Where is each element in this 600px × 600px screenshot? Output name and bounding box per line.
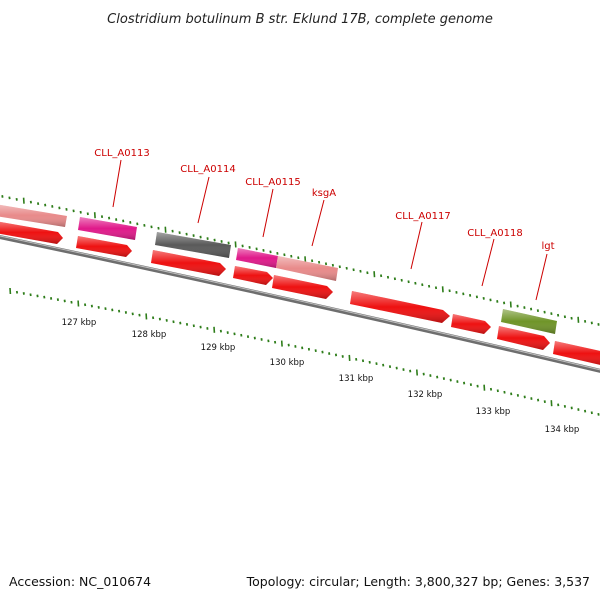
feature-upper-olive xyxy=(501,309,557,334)
genome-backbone xyxy=(0,235,600,373)
leader-cll-a0113 xyxy=(112,159,122,208)
leader-cll-a0114 xyxy=(197,176,210,224)
kbp-label-134: 134 kbp xyxy=(545,425,580,435)
kbp-label-132: 132 kbp xyxy=(408,390,443,400)
feature-upper-gray xyxy=(155,232,231,258)
cds-arrow-6 xyxy=(350,291,450,323)
genome-title: Clostridium botulinum B str. Eklund 17B,… xyxy=(107,12,493,27)
cds-arrow-2 xyxy=(76,236,132,257)
leader-cll-a0118 xyxy=(481,238,495,287)
gene-label-leaders xyxy=(112,159,548,301)
kbp-label-127: 127 kbp xyxy=(62,318,97,328)
cds-arrow-7 xyxy=(451,314,491,334)
upper-tick-ruler xyxy=(1,195,600,326)
leader-ksga xyxy=(311,199,325,247)
cds-arrow-3 xyxy=(151,250,226,276)
cds-arrow-9 xyxy=(553,341,600,365)
topology-summary-text: Topology: circular; Length: 3,800,327 bp… xyxy=(246,574,590,589)
leader-lgt xyxy=(535,253,548,301)
lower-tick-ruler xyxy=(9,287,600,416)
kbp-label-133: 133 kbp xyxy=(476,407,511,417)
leader-cll-a0117 xyxy=(410,221,423,270)
kbp-label-129: 129 kbp xyxy=(201,343,236,353)
cds-arrow-8 xyxy=(497,326,550,350)
kbp-label-131: 131 kbp xyxy=(339,374,374,384)
cds-arrow-1 xyxy=(0,221,63,244)
genome-backbone-highlight xyxy=(0,235,600,371)
feature-upper-pink-2 xyxy=(276,256,338,281)
gene-label-cll-a0118: CLL_A0118 xyxy=(467,228,522,239)
accession-text: Accession: NC_010674 xyxy=(9,574,151,589)
feature-upper-pink-1 xyxy=(0,204,67,227)
leader-cll-a0115 xyxy=(262,188,274,238)
gene-label-ksga: ksgA xyxy=(312,188,336,199)
kbp-label-128: 128 kbp xyxy=(132,330,167,340)
feature-upper-magenta-1 xyxy=(78,217,137,240)
gene-label-cll-a0114: CLL_A0114 xyxy=(180,164,235,175)
gene-label-cll-a0115: CLL_A0115 xyxy=(245,177,300,188)
gene-label-cll-a0117: CLL_A0117 xyxy=(395,211,450,222)
gene-label-lgt: lgt xyxy=(541,241,554,252)
cds-arrow-4 xyxy=(233,266,273,285)
gene-label-cll-a0113: CLL_A0113 xyxy=(94,148,149,159)
cds-arrow-5 xyxy=(272,275,333,299)
feature-upper-magenta-2 xyxy=(236,248,278,268)
kbp-label-130: 130 kbp xyxy=(270,358,305,368)
